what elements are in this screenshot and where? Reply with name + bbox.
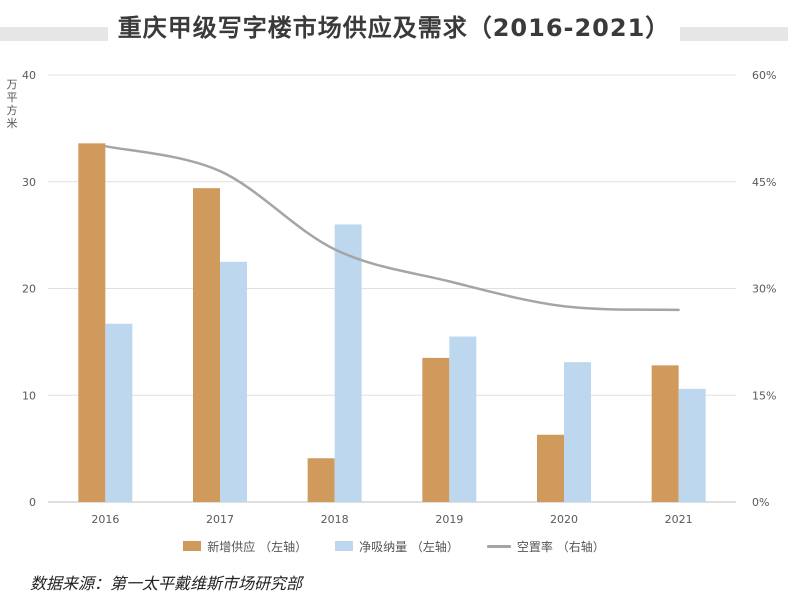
bar-supply (651, 365, 679, 502)
vacancy-line (104, 144, 680, 312)
bar-absorption (105, 323, 133, 502)
bar-supply (193, 188, 220, 502)
right-axis-tick: 15% (752, 389, 776, 402)
gridlines (48, 74, 736, 503)
legend-item-absorption: 净吸纳量 （左轴） (335, 538, 459, 555)
legend-swatch-absorption (335, 541, 354, 551)
x-axis-tick: 2020 (550, 513, 578, 526)
legend-label-supply: 新增供应 （左轴） (207, 539, 308, 554)
x-axis-tick: 2018 (321, 513, 349, 526)
bars (78, 143, 706, 502)
left-axis-tick: 0 (29, 496, 36, 509)
x-axis-tick: 2017 (206, 513, 234, 526)
left-axis-tick: 40 (22, 69, 36, 82)
left-axis-tick: 10 (22, 389, 36, 402)
bar-absorption (678, 388, 706, 502)
left-axis-unit: 万平方米 (6, 78, 18, 130)
bar-supply (422, 357, 450, 502)
bar-supply (537, 434, 564, 502)
right-axis-ticks: 0% 15% 30% 45% 60% (752, 69, 776, 509)
vacancy-line-path (104, 144, 680, 312)
chart-title: 重庆甲级写字楼市场供应及需求（2016-2021） (0, 8, 788, 43)
left-axis-tick: 30 (22, 176, 36, 189)
bar-absorption (449, 336, 477, 502)
left-axis-ticks: 0 10 20 30 40 (22, 69, 36, 509)
legend-label-vacancy: 空置率 （右轴） (516, 539, 605, 554)
right-axis-tick: 45% (752, 176, 776, 189)
x-axis-tick: 2019 (435, 513, 463, 526)
x-axis-tick: 2016 (91, 513, 119, 526)
left-axis-tick: 20 (22, 283, 36, 296)
legend: 新增供应 （左轴） 净吸纳量 （左轴） 空置率 （右轴） (0, 536, 788, 556)
x-axis-tick: 2021 (665, 513, 693, 526)
right-axis-tick: 0% (752, 496, 769, 509)
x-axis-ticks: 2016 2017 2018 2019 2020 2021 (91, 513, 692, 526)
legend-swatch-supply (183, 541, 202, 551)
legend-item-vacancy: 空置率 （右轴） (486, 538, 605, 555)
bar-supply (78, 143, 106, 502)
bar-absorption (220, 261, 247, 502)
right-axis-tick: 30% (752, 283, 776, 296)
source-note: 数据来源：第一太平戴维斯市场研究部 (30, 574, 303, 593)
bar-absorption (334, 224, 362, 502)
legend-label-absorption: 净吸纳量 （左轴） (359, 539, 459, 554)
right-axis-tick: 60% (752, 69, 776, 82)
bar-supply (307, 458, 335, 502)
bar-absorption (564, 362, 591, 502)
legend-item-supply: 新增供应 （左轴） (183, 538, 307, 555)
legend-swatch-vacancy (486, 544, 511, 548)
